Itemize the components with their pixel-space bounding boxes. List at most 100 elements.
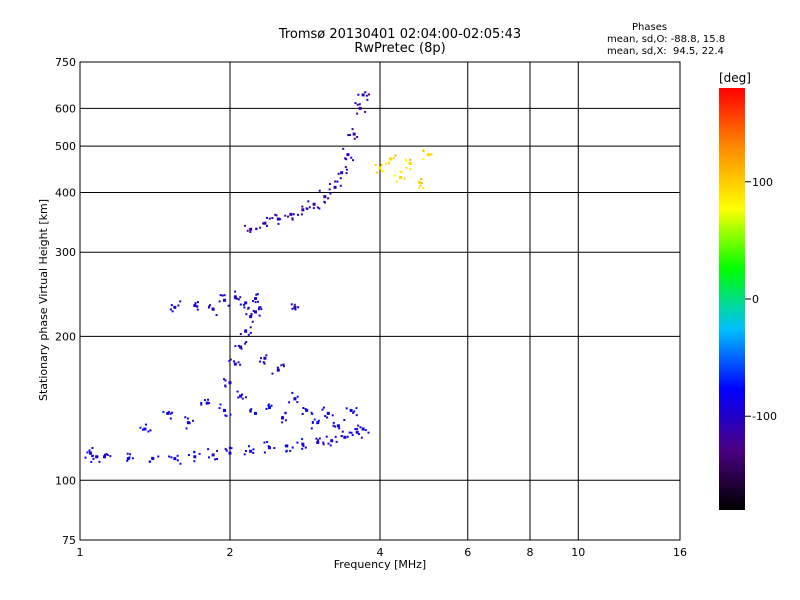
data-point-scatter [282,365,285,368]
data-point-scatter [275,214,278,217]
data-point-scatter [104,453,107,456]
data-point-scatter [318,189,321,192]
data-point-scatter [281,421,284,424]
data-point-scatter [109,455,112,458]
data-point-scatter [422,150,425,153]
data-point-scatter [234,290,237,293]
data-point-scatter [224,384,227,387]
x-tick-label: 1 [77,546,84,559]
data-point-scatter [343,418,346,421]
data-point [249,449,253,453]
data-point-scatter [326,416,329,419]
data-point-scatter [176,459,179,462]
y-tick-label: 300 [55,246,76,259]
data-point-scatter [239,363,242,366]
data-point-scatter [308,206,311,209]
data-point-scatter [171,310,174,313]
series-group [223,293,300,388]
data-point [301,442,305,446]
data-point-scatter [419,184,422,187]
data-point-scatter [422,148,425,151]
data-point-scatter [144,423,147,426]
data-point [276,217,280,221]
data-point-scatter [337,172,340,175]
data-point-scatter [86,451,89,454]
data-point-scatter [365,94,368,97]
data-point-scatter [147,430,150,433]
data-point-scatter [420,182,423,185]
data-point-scatter [179,462,182,465]
data-point-scatter [149,460,152,463]
data-point-scatter [292,213,295,216]
data-point-scatter [356,135,359,138]
data-point-scatter [355,407,358,410]
data-point-scatter [237,298,240,301]
data-point [253,310,257,314]
data-point-scatter [352,411,355,414]
data-point-scatter [225,414,228,417]
data-point-scatter [351,128,354,131]
data-point-scatter [421,158,424,161]
data-point-scatter [321,408,324,411]
data-point-scatter [323,200,326,203]
data-point-scatter [84,456,87,459]
data-point-scatter [263,441,266,444]
data-point-scatter [348,431,351,434]
data-point-scatter [294,308,297,311]
data-point-scatter [129,453,132,456]
data-point-scatter [90,461,93,464]
data-point [253,297,257,301]
data-point-scatter [405,160,408,163]
data-point-scatter [340,434,343,437]
data-point-scatter [266,441,269,444]
data-point-scatter [244,342,247,345]
data-point-scatter [149,429,152,432]
data-point-scatter [169,417,172,420]
data-point-scatter [200,401,203,404]
data-point [173,457,177,461]
colorbar-tick-label: -100 [752,410,777,423]
data-point-scatter [254,412,257,415]
data-point-scatter [250,408,253,411]
data-point-scatter [325,435,328,438]
data-point [285,444,289,448]
data-point-scatter [141,428,144,431]
y-tick-label: 200 [55,330,76,343]
data-point-scatter [291,391,294,394]
data-point [233,362,237,366]
data-point-scatter [322,443,325,446]
data-point-scatter [234,345,237,348]
data-point-scatter [399,170,402,173]
data-point-scatter [250,313,253,316]
data-point-scatter [430,153,433,156]
data-point-scatter [241,397,244,400]
data-point-scatter [168,411,171,414]
data-point-scatter [405,166,408,169]
data-point-scatter [224,385,227,388]
data-point [126,457,130,461]
data-point [166,411,170,415]
data-point [417,180,421,184]
chart-subtitle: RwPretec (8p) [354,41,446,56]
data-point [323,195,327,199]
x-axis-label: Frequency [MHz] [334,558,426,571]
data-point-scatter [347,134,350,137]
data-point-scatter [240,347,243,350]
data-point-scatter [252,309,255,312]
data-point [333,185,337,189]
data-point [305,408,309,412]
data-point-scatter [353,410,356,413]
data-point-scatter [364,429,367,432]
data-point-scatter [345,168,348,171]
x-tick-label: 2 [227,546,234,559]
data-point [263,221,267,225]
data-point-scatter [366,98,369,101]
data-point-scatter [282,363,285,366]
data-point-scatter [301,447,304,450]
data-point-scatter [374,163,377,166]
data-point [343,435,347,439]
data-point-scatter [297,306,300,309]
data-point-scatter [301,438,304,441]
data-point-scatter [277,222,280,225]
